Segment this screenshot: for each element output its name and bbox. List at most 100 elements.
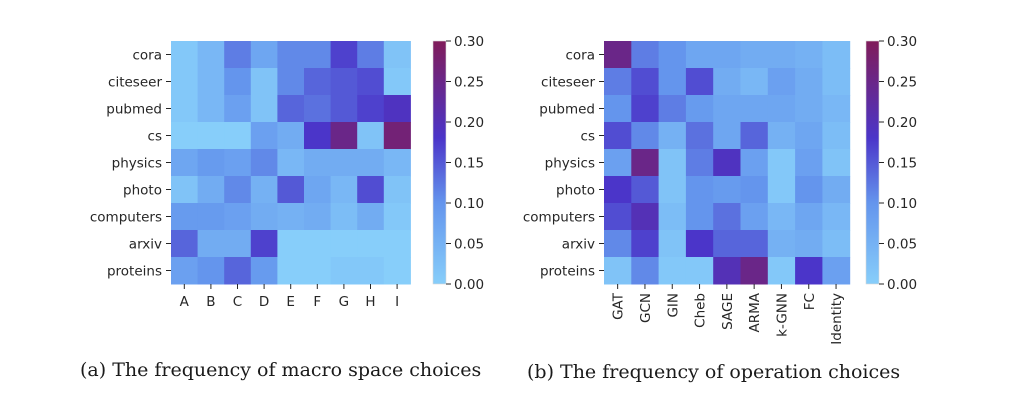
heatmap-a-cell-pubmed-H	[357, 95, 385, 123]
heatmap-b-cell-computers-k-GNN	[767, 203, 796, 231]
heatmap-b-cell-proteins-ARMA	[740, 257, 769, 285]
heatmap-b-cell-pubmed-GAT	[604, 95, 632, 123]
heatmap-a-cell-photo-A	[171, 176, 199, 204]
heatmap-b-col-label: GCN	[638, 293, 654, 323]
heatmap-b-cell-computers-SAGE	[713, 203, 741, 231]
heatmap-b-cell-physics-ARMA	[740, 149, 769, 177]
heatmap-b-cell-physics-Identity	[822, 149, 851, 177]
heatmap-b-cell-cora-SAGE	[713, 41, 741, 69]
heatmap-b-cell-cs-GIN	[658, 122, 687, 150]
heatmap-b-cell-proteins-Identity	[822, 257, 851, 285]
heatmap-a-cell-photo-I	[383, 176, 411, 204]
heatmap-a-row-label: arxiv	[129, 237, 162, 253]
heatmap-a-cell-physics-B	[197, 149, 225, 177]
heatmap-a-cell-citeseer-D	[250, 68, 278, 96]
heatmap-a-cell-pubmed-F	[304, 95, 332, 123]
heatmap-a-col-label: A	[180, 294, 190, 310]
heatmap-b-cell-cs-ARMA	[740, 122, 769, 150]
heatmap-a-col-label: D	[259, 294, 269, 310]
heatmap-b-cell-pubmed-k-GNN	[767, 95, 796, 123]
heatmap-b-row-label: proteins	[540, 264, 595, 280]
heatmap-b-cell-citeseer-GAT	[604, 68, 632, 96]
heatmap-a-cell-cora-C	[224, 41, 252, 69]
colorbar-a-tick-label: 0.15	[454, 156, 484, 172]
heatmap-a-cell-physics-H	[357, 149, 385, 177]
heatmap-b-cell-cs-k-GNN	[767, 122, 796, 150]
colorbar-a-tick-label: 0.05	[454, 237, 484, 253]
colorbar-b-tick-label: 0.30	[887, 34, 917, 50]
heatmap-b-cell-computers-GCN	[631, 203, 660, 231]
heatmap-a-cell-photo-H	[357, 176, 385, 204]
heatmap-b-col-label: FC	[802, 293, 818, 310]
heatmap-a-cell-cora-A	[171, 41, 199, 69]
heatmap-b-cell-arxiv-SAGE	[713, 230, 741, 258]
heatmap-a-cell-proteins-D	[250, 257, 278, 285]
heatmap-b-cell-cora-Cheb	[685, 41, 714, 69]
heatmap-a-cell-arxiv-C	[224, 230, 252, 258]
heatmap-b-cell-citeseer-GIN	[658, 68, 687, 96]
heatmap-b-cell-cs-GAT	[604, 122, 632, 150]
heatmap-b-cell-cora-GAT	[604, 41, 632, 69]
heatmap-a-cell-physics-D	[250, 149, 278, 177]
heatmap-b-row-label: arxiv	[562, 237, 595, 253]
colorbar-a-tick-label: 0.30	[454, 34, 484, 50]
colorbar-b: 0.00 0.05 0.10 0.15 0.20 0.25 0.30	[865, 34, 917, 293]
heatmap-b-cell-computers-GAT	[604, 203, 632, 231]
heatmap-b-cell-proteins-GIN	[658, 257, 687, 285]
heatmap-b-row-label: cs	[581, 129, 595, 145]
heatmap-b-cell-proteins-k-GNN	[767, 257, 796, 285]
heatmap-a-row-label: proteins	[107, 264, 162, 280]
heatmap-b-cell-physics-GCN	[631, 149, 660, 177]
heatmap-b-col-label: Cheb	[693, 293, 709, 328]
colorbar-b-tick-label: 0.00	[887, 277, 917, 293]
heatmap-a-cell-computers-H	[357, 203, 385, 231]
heatmap-b-cell-cora-GCN	[631, 41, 660, 69]
colorbar-b-tick-label: 0.20	[887, 115, 917, 131]
heatmap-a-cell-arxiv-D	[250, 230, 278, 258]
heatmap-b-cell-physics-Cheb	[685, 149, 714, 177]
heatmap-a-cell-cs-A	[171, 122, 199, 150]
colorbar-a-gradient	[433, 41, 446, 284]
heatmap-a-cell-arxiv-I	[383, 230, 411, 258]
heatmap-a-cell-citeseer-E	[277, 68, 305, 96]
heatmap-a-cell-arxiv-F	[304, 230, 332, 258]
colorbar-a-tick-label: 0.10	[454, 196, 484, 212]
caption-a: (a) The frequency of macro space choices	[80, 359, 481, 381]
heatmap-b-row-label: citeseer	[541, 75, 595, 91]
heatmap-a-cell-pubmed-G	[330, 95, 358, 123]
heatmap-a-cell-cs-C	[224, 122, 252, 150]
heatmap-b-cell-citeseer-SAGE	[713, 68, 741, 96]
heatmap-a-cell-proteins-I	[383, 257, 411, 285]
heatmap-a-cell-citeseer-A	[171, 68, 199, 96]
heatmap-a-cell-proteins-E	[277, 257, 305, 285]
heatmap-a-cell-computers-I	[383, 203, 411, 231]
heatmap-b-cell-cs-Cheb	[685, 122, 714, 150]
heatmap-b-col-label: Identity	[829, 293, 845, 345]
heatmap-a-cell-proteins-G	[330, 257, 358, 285]
colorbar-b-tick-label: 0.15	[887, 156, 917, 172]
heatmap-a-row-labels: cora citeseer pubmed cs physics photo computer…	[90, 48, 171, 280]
heatmap-b-col-label: ARMA	[747, 292, 763, 332]
heatmap-b-cell-cs-Identity	[822, 122, 851, 150]
heatmap-a-cell-citeseer-G	[330, 68, 358, 96]
heatmap-a-cell-physics-G	[330, 149, 358, 177]
heatmap-a-cell-computers-E	[277, 203, 305, 231]
heatmap-a-cell-cs-F	[304, 122, 332, 150]
heatmap-a-cells	[171, 41, 411, 285]
heatmap-a-cell-proteins-F	[304, 257, 332, 285]
heatmap-a-cell-physics-I	[383, 149, 411, 177]
heatmap-a-row-label: citeseer	[108, 75, 162, 91]
heatmap-a-cell-photo-C	[224, 176, 252, 204]
heatmap-a-cell-pubmed-B	[197, 95, 225, 123]
heatmap-b-cell-pubmed-SAGE	[713, 95, 741, 123]
heatmap-a-cell-cs-B	[197, 122, 225, 150]
heatmap-a-row-label: computers	[90, 210, 162, 226]
heatmap-a-cell-arxiv-G	[330, 230, 358, 258]
heatmap-a-cell-proteins-H	[357, 257, 385, 285]
heatmap-a-cell-cora-H	[357, 41, 385, 69]
heatmap-a-cell-photo-E	[277, 176, 305, 204]
heatmap-a-cell-arxiv-H	[357, 230, 385, 258]
heatmap-b-col-label: SAGE	[720, 293, 736, 330]
colorbar-b-tick-label: 0.05	[887, 237, 917, 253]
heatmap-b-col-label: GIN	[665, 293, 681, 318]
